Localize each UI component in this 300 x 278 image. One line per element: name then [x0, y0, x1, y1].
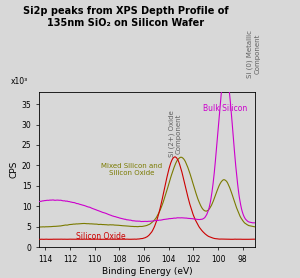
Text: Si2p peaks from XPS Depth Profile of
135nm SiO₂ on Silicon Wafer: Si2p peaks from XPS Depth Profile of 135…	[23, 6, 229, 28]
Text: x10³: x10³	[11, 76, 28, 86]
Text: Mixed Silicon and
Silicon Oxide: Mixed Silicon and Silicon Oxide	[101, 163, 162, 176]
Text: Si (2+) Oxide
Component: Si (2+) Oxide Component	[168, 111, 182, 157]
Text: Bulk Silicon: Bulk Silicon	[203, 104, 248, 113]
Y-axis label: CPS: CPS	[10, 161, 19, 178]
Text: Silicon Oxide: Silicon Oxide	[76, 232, 126, 241]
X-axis label: Binding Energy (eV): Binding Energy (eV)	[102, 267, 192, 276]
Text: Si (0) Metallic
Component: Si (0) Metallic Component	[247, 30, 260, 78]
